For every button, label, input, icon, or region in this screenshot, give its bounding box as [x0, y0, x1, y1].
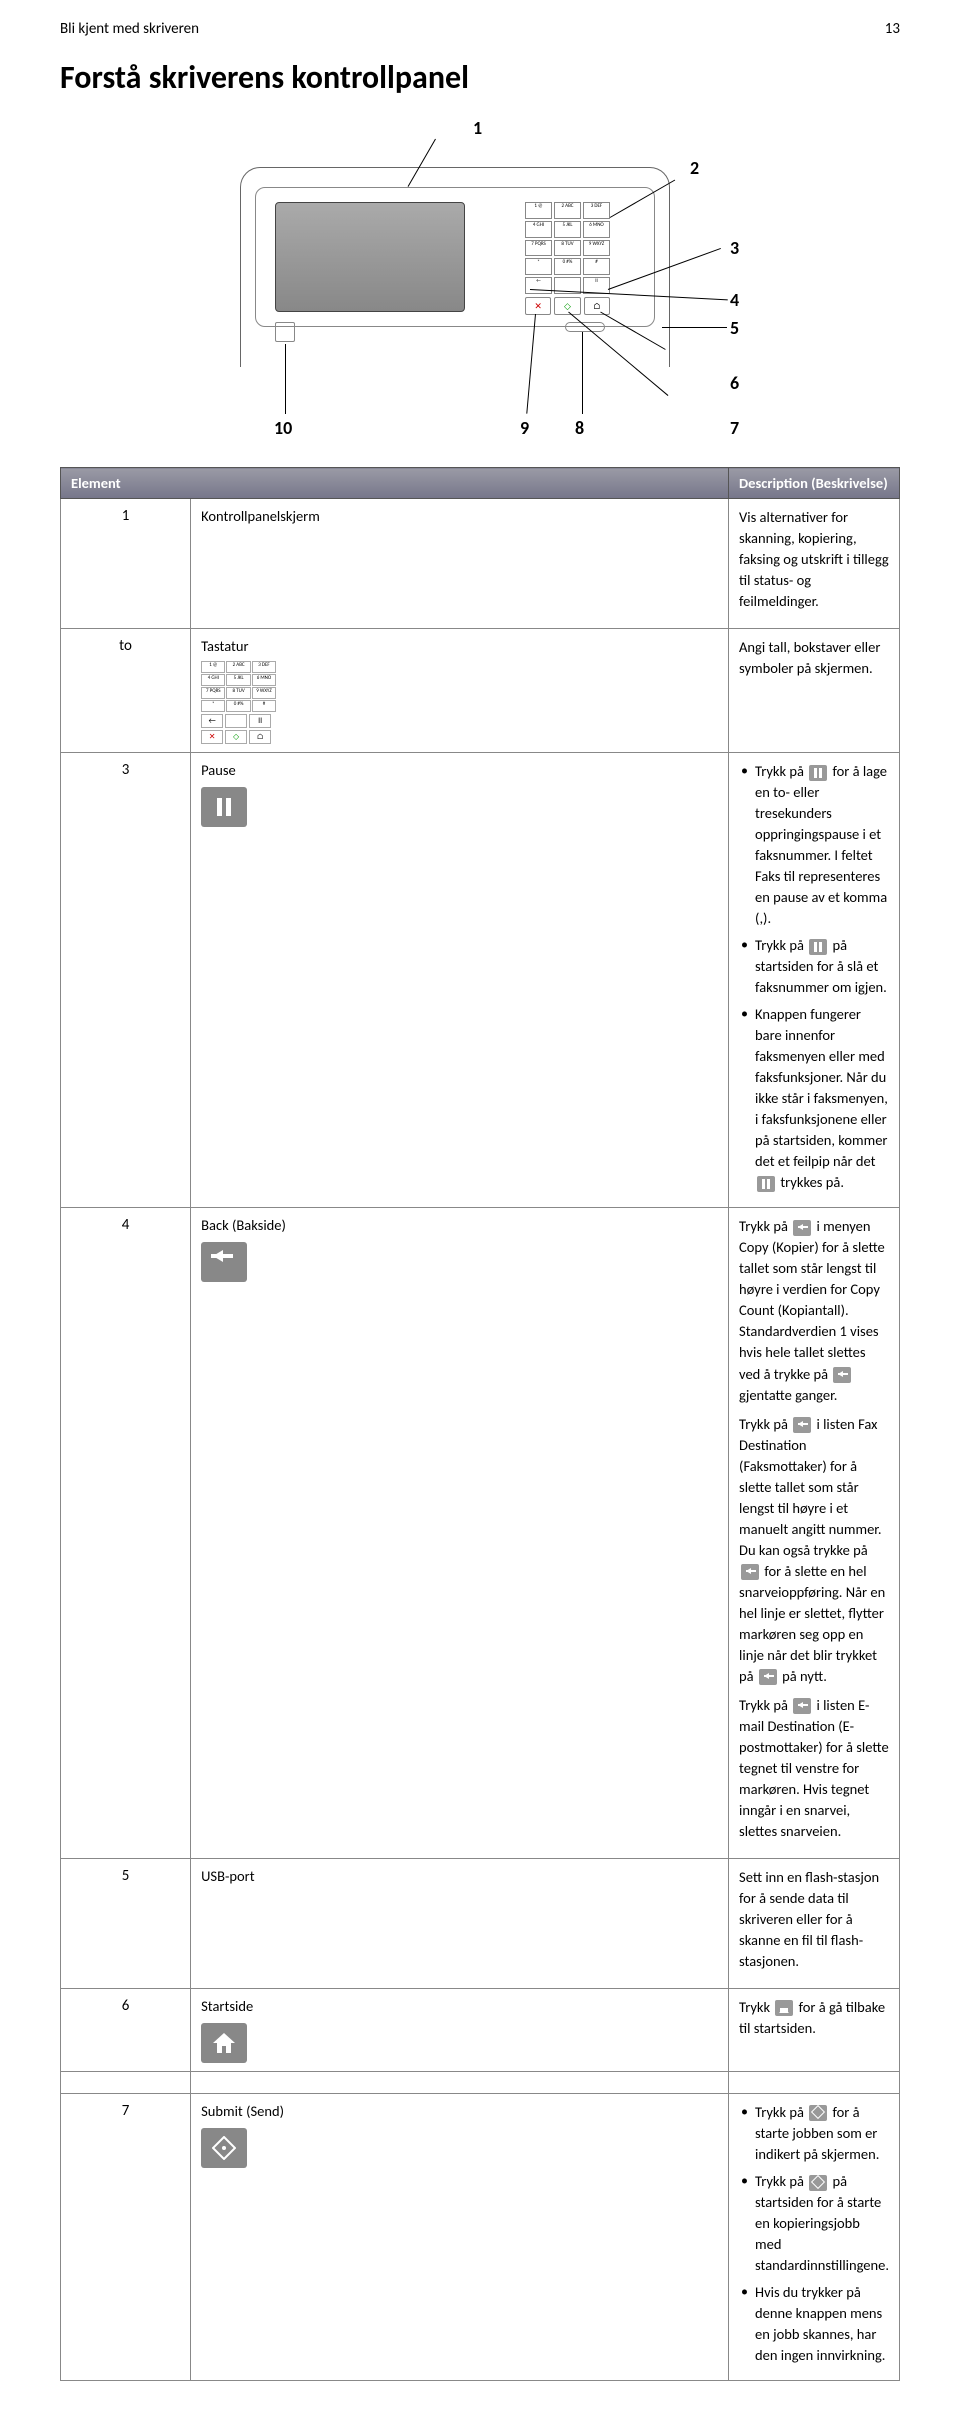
row-name: Pause: [191, 753, 729, 1208]
touchscreen-graphic: [275, 202, 465, 312]
bullet-item: Trykk på på startsiden for å slå et faks…: [739, 935, 889, 998]
row-description: Sett inn en flash-stasjon for å sende da…: [729, 1858, 900, 1988]
row-name: Tastatur1 @2 ABC3 DEF4 GHI5 JKL6 MNO7 PQ…: [191, 629, 729, 753]
description-table: Element Description (Beskrivelse) 1 Kont…: [60, 467, 900, 2381]
callout-5: 5: [730, 317, 739, 339]
row-number: 3: [61, 753, 191, 1208]
row-number: 1: [61, 499, 191, 629]
keypad-graphic: 1 @2 ABC3 DEF4 GHI5 JKL6 MNO7 PQRS8 TUV9…: [525, 202, 610, 294]
back-icon: [793, 1698, 811, 1714]
row-description: Vis alternativer for skanning, kopiering…: [729, 499, 900, 629]
pause-icon: [201, 787, 247, 827]
callout-10: 10: [274, 417, 292, 439]
header-left: Bli kjent med skriveren: [60, 20, 199, 38]
callout-8: 8: [575, 417, 584, 439]
th-description: Description (Beskrivelse): [729, 468, 900, 499]
stop-button-graphic: ✕: [525, 297, 551, 315]
home-button-graphic: ⌂: [584, 297, 610, 315]
header-page-number: 13: [885, 20, 900, 38]
description-paragraph: Trykk på i listen Fax Destination (Faksm…: [739, 1414, 889, 1687]
th-element: Element: [61, 468, 729, 499]
back-icon: [201, 1242, 247, 1282]
row-name: Submit (Send): [191, 2093, 729, 2380]
submit-icon: [201, 2128, 247, 2168]
submit-icon: [809, 2175, 827, 2191]
back-icon: [741, 1564, 759, 1580]
page-title: Forstå skriverens kontrollpanel: [60, 58, 900, 97]
pause-icon: [757, 1176, 775, 1192]
bullet-item: Knappen fungerer bare innenfor faksmenye…: [739, 1004, 889, 1193]
row-description: Trykk på for å starte jobben som er indi…: [729, 2093, 900, 2380]
pause-icon: [809, 939, 827, 955]
home-icon: [201, 2023, 247, 2063]
callout-4: 4: [730, 289, 739, 311]
bullet-item: Trykk på for å starte jobben som er indi…: [739, 2102, 889, 2165]
sleep-button-graphic: [275, 322, 295, 342]
back-icon: [833, 1367, 851, 1383]
bullet-item: Trykk på på startsiden for å starte en k…: [739, 2171, 889, 2276]
row-name: USB-port: [191, 1858, 729, 1988]
callout-7: 7: [730, 417, 739, 439]
back-icon: [793, 1220, 811, 1236]
description-paragraph: Trykk på i listen E-mail Destination (E-…: [739, 1695, 889, 1842]
row-name: Startside: [191, 1988, 729, 2071]
submit-icon: [809, 2105, 827, 2121]
row-number: to: [61, 629, 191, 753]
home-icon: [775, 2000, 793, 2016]
row-description: Trykk for å gå tilbake til startsiden.: [729, 1988, 900, 2071]
description-paragraph: Trykk på i menyen Copy (Kopier) for å sl…: [739, 1216, 889, 1405]
back-icon: [793, 1417, 811, 1433]
row-description: Angi tall, bokstaver eller symboler på s…: [729, 629, 900, 753]
row-description: Trykk på i menyen Copy (Kopier) for å sl…: [729, 1208, 900, 1858]
callout-6: 6: [730, 372, 739, 394]
row-number: 7: [61, 2093, 191, 2380]
row-name: Kontrollpanelskjerm: [191, 499, 729, 629]
row-number: 5: [61, 1858, 191, 1988]
callout-1: 1: [473, 117, 482, 139]
row-number: 4: [61, 1208, 191, 1858]
control-panel-diagram: 1 @2 ABC3 DEF4 GHI5 JKL6 MNO7 PQRS8 TUV9…: [60, 117, 900, 447]
bullet-item: Hvis du trykker på denne knappen mens en…: [739, 2282, 889, 2366]
row-number: 6: [61, 1988, 191, 2071]
pause-icon: [809, 765, 827, 781]
keypad-icon: 1 @2 ABC3 DEF4 GHI5 JKL6 MNO7 PQRS8 TUV9…: [201, 661, 276, 712]
row-description: Trykk på for å lage en to- eller treseku…: [729, 753, 900, 1208]
callout-2: 2: [690, 157, 699, 179]
row-name: Back (Bakside): [191, 1208, 729, 1858]
callout-3: 3: [730, 237, 739, 259]
back-icon: [759, 1669, 777, 1685]
bullet-item: Trykk på for å lage en to- eller treseku…: [739, 761, 889, 929]
callout-9: 9: [520, 417, 529, 439]
